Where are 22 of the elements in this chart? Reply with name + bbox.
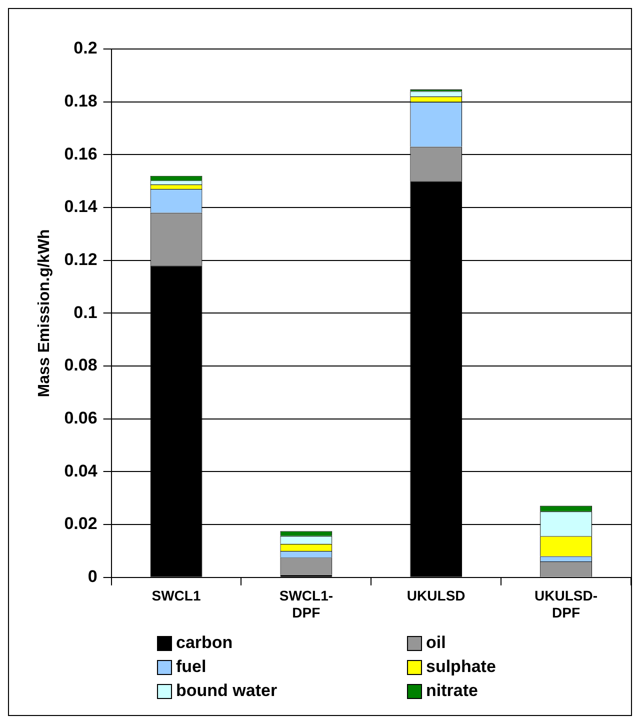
y-tick-label: 0.1 (74, 302, 98, 322)
legend-label: sulphate (426, 657, 496, 677)
y-axis-title: Mass Emission.g/kWh (36, 229, 54, 398)
x-tick-label: SWCL1 (152, 588, 201, 604)
y-tick-label: 0.02 (64, 514, 98, 534)
y-tick-label: 0.2 (74, 38, 98, 58)
legend-label: bound water (176, 681, 278, 701)
x-tick-label: UKULSD- DPF (534, 588, 598, 620)
x-tick-label: UKULSD (406, 588, 466, 604)
y-tick-label: 0.16 (64, 144, 98, 164)
x-tick-label: SWCL1- DPF (279, 588, 334, 620)
y-tick-label: 0.14 (64, 197, 98, 216)
legend-label: oil (426, 633, 446, 653)
legend-label: nitrate (426, 681, 478, 701)
y-tick-label: 0.04 (64, 461, 98, 480)
legend-label: carbon (176, 633, 233, 653)
y-tick-label: 0.08 (64, 356, 98, 375)
legend-label: fuel (176, 657, 206, 677)
y-tick-label: 0.12 (64, 250, 98, 270)
y-tick-label: 0 (88, 567, 98, 586)
y-tick-label: 0.18 (64, 92, 98, 111)
y-tick-label: 0.06 (64, 408, 98, 428)
